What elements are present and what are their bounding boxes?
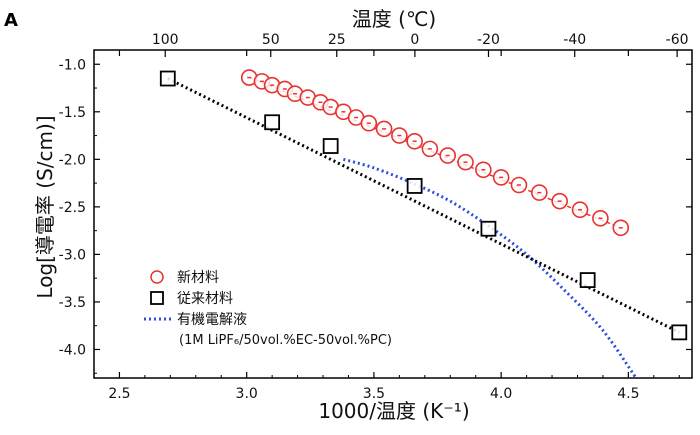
y-tick-label: -2.0 (59, 152, 86, 168)
conventional-point (406, 178, 423, 194)
conventional-point (480, 220, 497, 237)
x-tick-label: 3.0 (236, 386, 258, 402)
panel-label: A (4, 10, 18, 31)
y-tick-label: -2.5 (59, 200, 86, 216)
conventional-point (264, 114, 281, 131)
legend-label-organic-composition: (1M LiPF₆/50vol.%EC-50vol.%PC) (179, 333, 392, 348)
conventional-fit-line (167, 77, 680, 334)
top-tick-label: 50 (262, 32, 280, 48)
x-tick-label: 4.0 (490, 386, 512, 402)
legend-circle-icon (150, 270, 164, 284)
y-tick-label: -1.0 (59, 57, 86, 73)
x-tick-label: 2.5 (108, 386, 130, 402)
top-tick-label: -20 (477, 32, 500, 48)
y-tick-labels: -1.0 -1.5 -2.0 -2.5 -3.0 -3.5 -4.0 (59, 57, 692, 374)
legend-label-new: 新材料 (177, 270, 219, 286)
y-axis-title: Log[導電率 (S/cm)] (33, 115, 57, 298)
plot-border (93, 49, 693, 379)
x-axis-title: 1000/温度 (K⁻¹) (318, 399, 469, 423)
x-tick-labels: 2.5 3.0 3.5 4.0 4.5 (108, 50, 680, 402)
top-tick-label: -60 (666, 32, 689, 48)
series-layer (159, 69, 688, 378)
x-tick-label: 3.5 (363, 386, 385, 402)
plot-frame (93, 49, 693, 379)
top-tick-label: 25 (328, 32, 346, 48)
x-tick-label: 4.5 (617, 386, 639, 402)
top-tick-label: 100 (152, 32, 179, 48)
conventional-point (159, 70, 176, 87)
top-tick-label: 0 (410, 32, 419, 48)
conventional-point (671, 324, 688, 341)
legend-label-organic: 有機電解液 (177, 312, 247, 328)
y-tick-label: -1.5 (59, 105, 86, 121)
y-tick-label: -4.0 (59, 342, 86, 358)
legend-label-conventional: 従来材料 (177, 291, 233, 307)
y-tick-label: -3.5 (59, 295, 86, 311)
top-tick-labels: 100 50 25 0 -20 -40 -60 (152, 32, 689, 57)
y-tick-label: -3.0 (59, 247, 86, 263)
conventional-point (579, 272, 596, 288)
legend-square-icon (150, 291, 164, 305)
conventional-point (322, 138, 339, 154)
top-axis-title: 温度 (℃) (352, 7, 436, 31)
top-tick-label: -40 (563, 32, 586, 48)
